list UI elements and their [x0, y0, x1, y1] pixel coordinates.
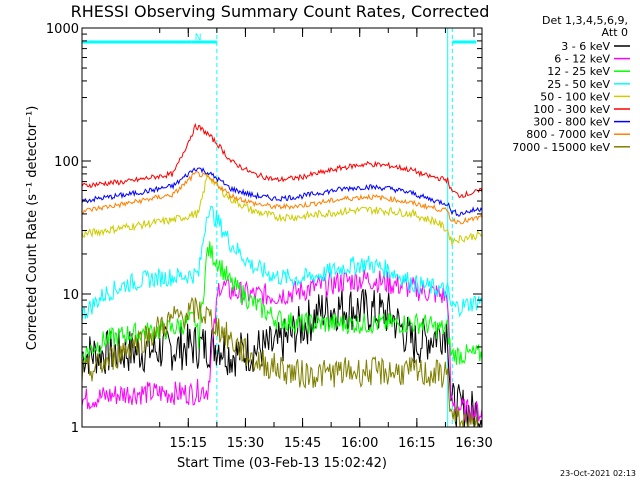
- legend-entry-label: 50 - 100 keV: [540, 90, 610, 103]
- legend-entry-label: 300 - 800 keV: [533, 116, 610, 129]
- legend-entry-label: 25 - 50 keV: [547, 78, 610, 91]
- legend-entry-label: 100 - 300 keV: [533, 103, 610, 116]
- legend-entry-label: 3 - 6 keV: [561, 40, 610, 53]
- legend-header-line: Det 1,3,4,5,6,9,: [542, 14, 628, 27]
- x-ticks: 15:15 15:30 15:45 16:00 16:15 16:30: [159, 28, 493, 451]
- series-line: [81, 171, 483, 225]
- x-tick-label: 16:00: [341, 436, 378, 451]
- x-tick-label: 16:15: [398, 436, 435, 451]
- y-tick-label: 1000: [46, 22, 79, 37]
- x-tick-label: 15:15: [170, 436, 207, 451]
- annotation-label: N: [195, 33, 202, 43]
- legend-entry-label: 800 - 7000 keV: [526, 128, 610, 141]
- x-tick-label: 15:45: [284, 436, 321, 451]
- plot-frame: [81, 27, 483, 428]
- y-ticks: 1 10 100 1000: [46, 22, 482, 436]
- chart-title: RHESSI Observing Summary Count Rates, Co…: [71, 2, 490, 21]
- legend-entry-label: 6 - 12 keV: [554, 53, 610, 66]
- legend-header-line: Att 0: [602, 26, 628, 39]
- series-line: [81, 122, 483, 199]
- y-tick-label: 10: [62, 288, 79, 303]
- y-tick-label: 100: [54, 155, 79, 170]
- x-tick-label: 15:30: [227, 436, 264, 451]
- x-axis-label: Start Time (03-Feb-13 15:02:42): [177, 456, 387, 471]
- series-line: [81, 241, 483, 365]
- series-line: [81, 167, 483, 217]
- series-line: [81, 296, 482, 428]
- y-axis-label: Corrected Count Rate (s⁻¹ detector⁻¹): [25, 106, 40, 351]
- x-tick-label: 16:30: [455, 436, 492, 451]
- legend-entry-label: 12 - 25 keV: [547, 65, 610, 78]
- timestamp: 23-Oct-2021 02:13: [560, 469, 636, 478]
- y-tick-label: 1: [71, 421, 79, 436]
- legend-entry-label: 7000 - 15000 keV: [512, 141, 610, 154]
- series-line: [81, 205, 483, 322]
- series-line: [81, 172, 483, 247]
